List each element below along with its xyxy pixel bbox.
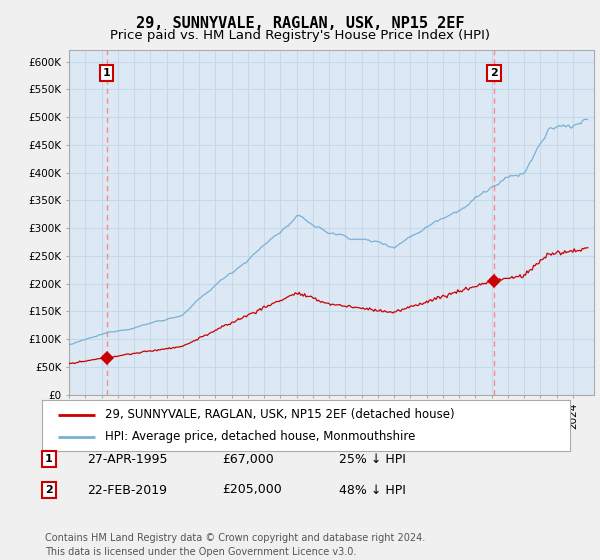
Text: 1: 1	[103, 68, 110, 78]
Text: HPI: Average price, detached house, Monmouthshire: HPI: Average price, detached house, Monm…	[106, 430, 416, 443]
Text: Price paid vs. HM Land Registry's House Price Index (HPI): Price paid vs. HM Land Registry's House …	[110, 29, 490, 42]
Text: 2: 2	[45, 485, 53, 495]
Text: £67,000: £67,000	[222, 452, 274, 466]
Text: 1: 1	[45, 454, 53, 464]
Text: 25% ↓ HPI: 25% ↓ HPI	[339, 452, 406, 466]
Text: £205,000: £205,000	[222, 483, 282, 497]
Text: 27-APR-1995: 27-APR-1995	[87, 452, 167, 466]
Text: 48% ↓ HPI: 48% ↓ HPI	[339, 483, 406, 497]
Text: Contains HM Land Registry data © Crown copyright and database right 2024.
This d: Contains HM Land Registry data © Crown c…	[45, 533, 425, 557]
Text: 29, SUNNYVALE, RAGLAN, USK, NP15 2EF: 29, SUNNYVALE, RAGLAN, USK, NP15 2EF	[136, 16, 464, 31]
Text: 22-FEB-2019: 22-FEB-2019	[87, 483, 167, 497]
Text: 29, SUNNYVALE, RAGLAN, USK, NP15 2EF (detached house): 29, SUNNYVALE, RAGLAN, USK, NP15 2EF (de…	[106, 408, 455, 421]
Text: 2: 2	[490, 68, 498, 78]
